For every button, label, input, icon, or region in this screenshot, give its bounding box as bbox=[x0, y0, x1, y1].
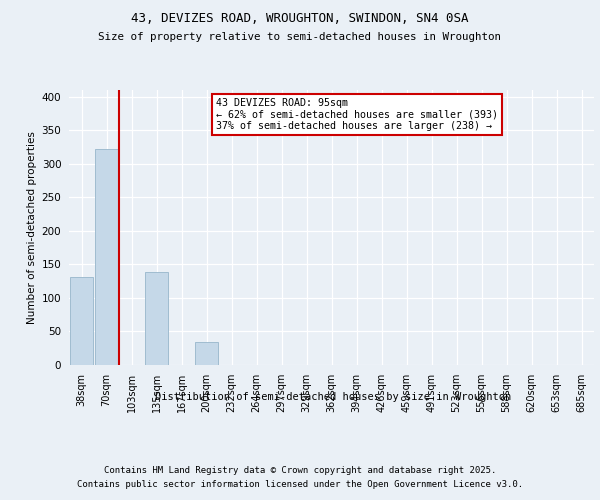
Bar bbox=[95, 149, 118, 365]
Bar bbox=[194, 342, 218, 365]
Text: Distribution of semi-detached houses by size in Wroughton: Distribution of semi-detached houses by … bbox=[155, 392, 511, 402]
Bar bbox=[145, 272, 169, 365]
Text: 43 DEVIZES ROAD: 95sqm
← 62% of semi-detached houses are smaller (393)
37% of se: 43 DEVIZES ROAD: 95sqm ← 62% of semi-det… bbox=[216, 98, 498, 132]
Bar bbox=[70, 277, 94, 365]
Text: Size of property relative to semi-detached houses in Wroughton: Size of property relative to semi-detach… bbox=[98, 32, 502, 42]
Text: Contains public sector information licensed under the Open Government Licence v3: Contains public sector information licen… bbox=[77, 480, 523, 489]
Y-axis label: Number of semi-detached properties: Number of semi-detached properties bbox=[28, 131, 37, 324]
Text: 43, DEVIZES ROAD, WROUGHTON, SWINDON, SN4 0SA: 43, DEVIZES ROAD, WROUGHTON, SWINDON, SN… bbox=[131, 12, 469, 26]
Text: Contains HM Land Registry data © Crown copyright and database right 2025.: Contains HM Land Registry data © Crown c… bbox=[104, 466, 496, 475]
